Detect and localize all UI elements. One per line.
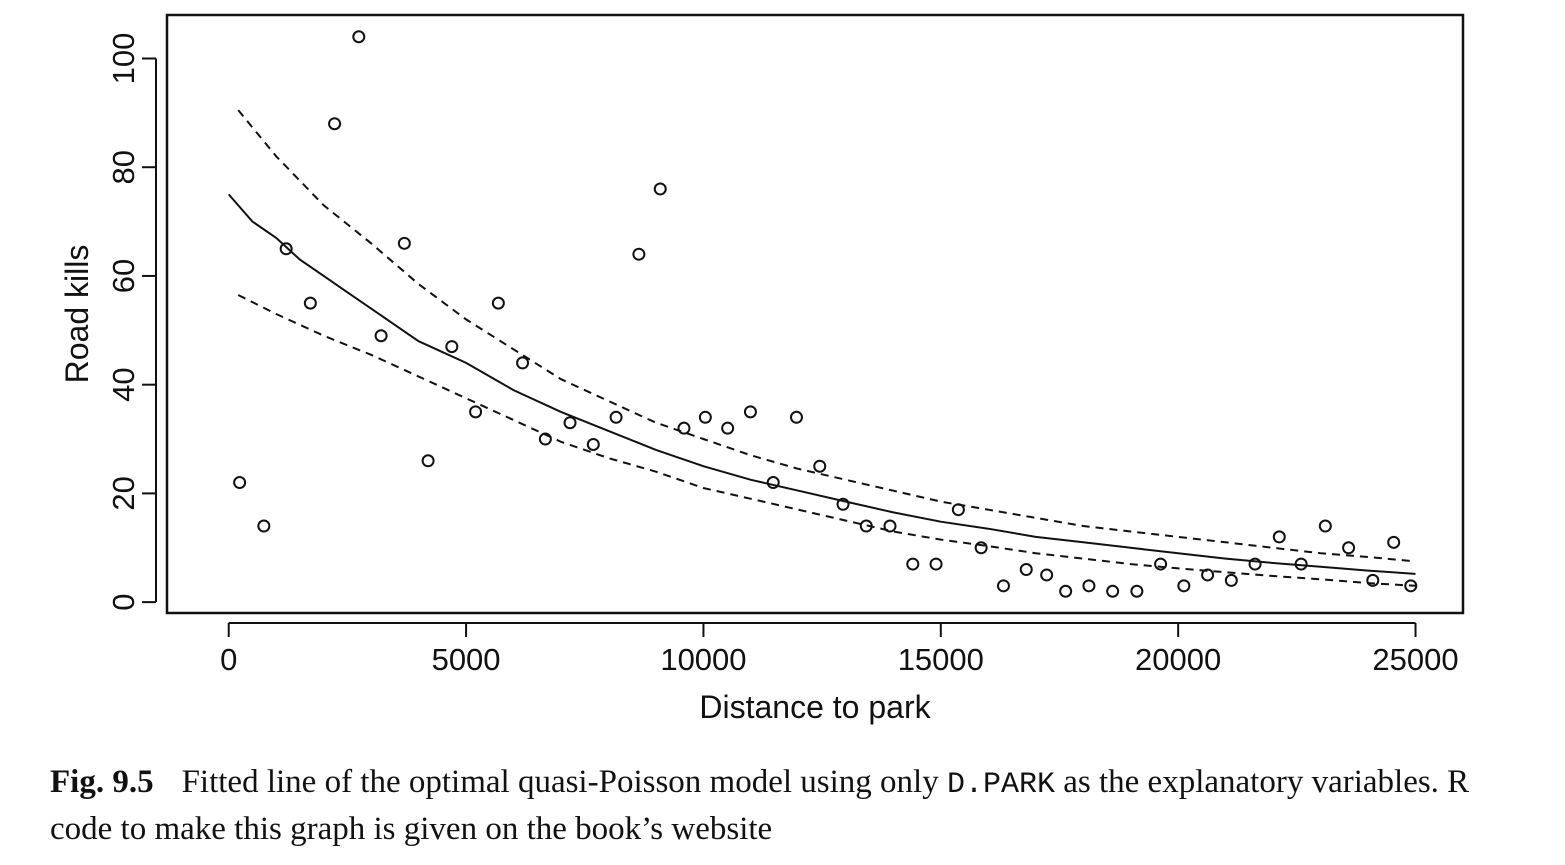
x-tick-label: 20000 — [1135, 642, 1221, 677]
upper-confidence-line — [237, 109, 1416, 563]
data-point — [1387, 535, 1401, 549]
data-point — [1294, 557, 1308, 571]
y-tick-label: 60 — [106, 259, 141, 293]
data-point — [397, 236, 411, 250]
x-tick-label: 0 — [220, 642, 237, 677]
y-tick-label: 0 — [106, 594, 141, 611]
data-point — [491, 296, 505, 310]
data-point — [951, 503, 965, 517]
data-point — [1082, 579, 1096, 593]
data-point — [516, 356, 530, 370]
data-points — [233, 30, 1418, 598]
data-point — [1366, 573, 1380, 587]
data-point — [1106, 584, 1120, 598]
y-tick-label: 80 — [106, 150, 141, 184]
lower-confidence-line — [237, 294, 1416, 587]
data-point — [653, 182, 667, 196]
y-axis-label: Road kills — [59, 245, 95, 384]
x-tick-label: 10000 — [660, 642, 746, 677]
data-point — [929, 557, 943, 571]
data-point — [1040, 568, 1054, 582]
data-point — [1201, 568, 1215, 582]
data-point — [1177, 579, 1191, 593]
figure-caption: Fig. 9.5 Fitted line of the optimal quasi… — [50, 760, 1490, 851]
data-point — [1154, 557, 1168, 571]
fitted-line — [227, 193, 1416, 575]
data-point — [374, 329, 388, 343]
x-axis: 0 5000 10000 15000 20000 25000 — [220, 622, 1459, 677]
y-axis: 0 20 40 60 80 100 — [106, 33, 157, 611]
data-point — [1248, 557, 1262, 571]
data-point — [1272, 530, 1286, 544]
data-point — [721, 421, 735, 435]
caption-text-start: Fitted line of the optimal quasi-Poisson… — [181, 764, 947, 800]
data-point — [1224, 573, 1238, 587]
data-point — [1019, 563, 1033, 577]
plot-frame — [165, 13, 1465, 615]
data-point — [445, 340, 459, 354]
x-tick-label: 15000 — [898, 642, 984, 677]
data-point — [883, 519, 897, 533]
data-point — [974, 541, 988, 555]
data-point — [233, 476, 247, 490]
data-point — [766, 476, 780, 490]
data-point — [352, 30, 366, 44]
data-point — [1059, 584, 1073, 598]
data-point — [303, 296, 317, 310]
y-tick-label: 20 — [106, 476, 141, 510]
data-point — [632, 247, 646, 261]
data-point — [859, 519, 873, 533]
data-point — [789, 410, 803, 424]
data-point — [906, 557, 920, 571]
data-point — [698, 410, 712, 424]
data-point — [1318, 519, 1332, 533]
x-axis-label: Distance to park — [699, 689, 931, 725]
figure-number: Fig. 9.5 — [50, 764, 154, 800]
data-point — [563, 416, 577, 430]
data-point — [328, 117, 342, 131]
chart: 0 5000 10000 15000 20000 25000 0 20 40 60 80 100 D… — [59, 13, 1465, 725]
data-point — [1342, 541, 1356, 555]
data-point — [677, 421, 691, 435]
fit-lines — [227, 109, 1416, 587]
data-point — [836, 497, 850, 511]
data-point — [1404, 579, 1418, 593]
data-point — [586, 437, 600, 451]
data-point — [257, 519, 271, 533]
data-point — [1130, 584, 1144, 598]
data-point — [421, 454, 435, 468]
data-point — [743, 405, 757, 419]
data-point — [813, 459, 827, 473]
y-tick-label: 40 — [106, 367, 141, 401]
data-point — [538, 432, 552, 446]
data-point — [469, 405, 483, 419]
y-tick-label: 100 — [106, 33, 141, 85]
x-tick-label: 25000 — [1372, 642, 1458, 677]
data-point — [609, 410, 623, 424]
x-tick-label: 5000 — [432, 642, 501, 677]
data-point — [996, 579, 1010, 593]
caption-code: D.PARK — [946, 768, 1055, 802]
data-point — [279, 242, 293, 256]
caption-text-end: as the explanatory variables. R code to … — [50, 764, 1470, 847]
